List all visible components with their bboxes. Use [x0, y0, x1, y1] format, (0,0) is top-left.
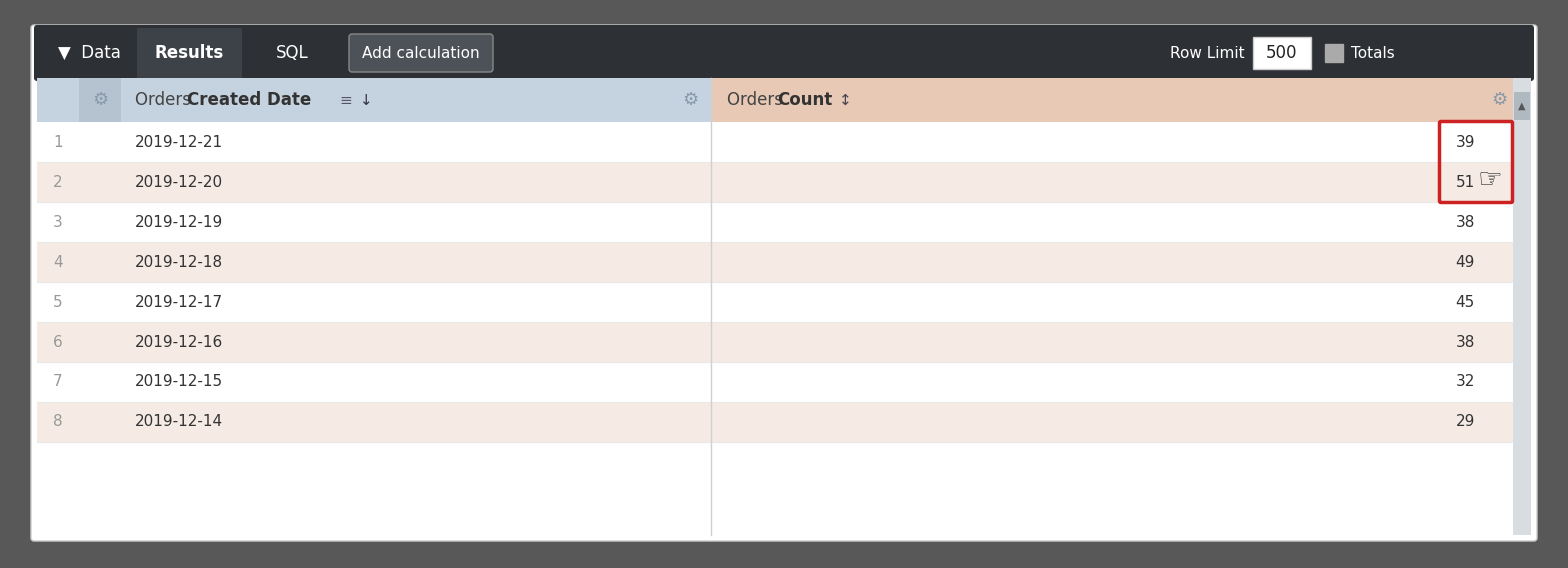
Bar: [136, 28, 241, 78]
Bar: [1325, 44, 1344, 62]
Text: 2019-12-16: 2019-12-16: [135, 335, 223, 349]
Text: 2019-12-18: 2019-12-18: [135, 254, 223, 269]
Text: 38: 38: [1455, 335, 1475, 349]
Bar: [670, 78, 710, 122]
Text: 2019-12-15: 2019-12-15: [135, 374, 223, 390]
Text: 4: 4: [53, 254, 63, 269]
Text: 29: 29: [1455, 415, 1475, 429]
Text: ☞: ☞: [1479, 166, 1504, 194]
Text: 2019-12-17: 2019-12-17: [135, 294, 223, 310]
Text: 2019-12-21: 2019-12-21: [135, 135, 223, 149]
Text: 39: 39: [1455, 135, 1475, 149]
Text: ↓: ↓: [354, 93, 373, 107]
Text: 2019-12-14: 2019-12-14: [135, 415, 223, 429]
Text: 1: 1: [53, 135, 63, 149]
Text: 2019-12-19: 2019-12-19: [135, 215, 223, 229]
Text: Add calculation: Add calculation: [362, 45, 480, 61]
Text: 8: 8: [53, 415, 63, 429]
Text: ▲: ▲: [1518, 101, 1526, 111]
Bar: [38, 202, 1513, 242]
Bar: [710, 78, 1513, 122]
Text: ↕: ↕: [839, 93, 851, 107]
Bar: [1513, 78, 1530, 535]
Bar: [1485, 78, 1513, 122]
Text: 2: 2: [53, 174, 63, 190]
Bar: [38, 28, 136, 78]
Bar: [38, 362, 1513, 402]
Text: 45: 45: [1455, 294, 1475, 310]
Text: 3: 3: [53, 215, 63, 229]
Text: 32: 32: [1455, 374, 1475, 390]
FancyBboxPatch shape: [34, 25, 1534, 81]
Bar: [1253, 37, 1311, 69]
Text: 7: 7: [53, 374, 63, 390]
Text: Row Limit: Row Limit: [1170, 45, 1245, 61]
Bar: [121, 78, 670, 122]
Bar: [78, 78, 121, 122]
Bar: [38, 322, 1513, 362]
Bar: [38, 78, 78, 122]
Text: 5: 5: [53, 294, 63, 310]
Bar: [38, 282, 1513, 322]
Text: 2019-12-20: 2019-12-20: [135, 174, 223, 190]
Text: Created Date: Created Date: [187, 91, 312, 109]
Bar: [38, 28, 1530, 78]
Text: Count: Count: [778, 91, 833, 109]
FancyBboxPatch shape: [350, 34, 492, 72]
FancyBboxPatch shape: [31, 25, 1537, 541]
Bar: [38, 402, 1513, 442]
Text: SQL: SQL: [276, 44, 309, 62]
Text: 6: 6: [53, 335, 63, 349]
Text: ⚙: ⚙: [1491, 91, 1507, 109]
Text: ▼  Data: ▼ Data: [58, 44, 121, 62]
Text: Orders: Orders: [135, 91, 196, 109]
Text: ⚙: ⚙: [682, 91, 698, 109]
Text: Orders: Orders: [728, 91, 789, 109]
Bar: [1515, 92, 1530, 120]
Text: Results: Results: [155, 44, 224, 62]
Text: 49: 49: [1455, 254, 1475, 269]
Text: Totals: Totals: [1352, 45, 1396, 61]
Text: 51: 51: [1455, 174, 1475, 190]
Text: 38: 38: [1455, 215, 1475, 229]
Text: 500: 500: [1267, 44, 1298, 62]
Bar: [38, 242, 1513, 282]
Bar: [38, 162, 1513, 202]
Text: ⚙: ⚙: [93, 91, 108, 109]
Text: ≡: ≡: [339, 93, 351, 107]
Bar: [38, 122, 1513, 162]
